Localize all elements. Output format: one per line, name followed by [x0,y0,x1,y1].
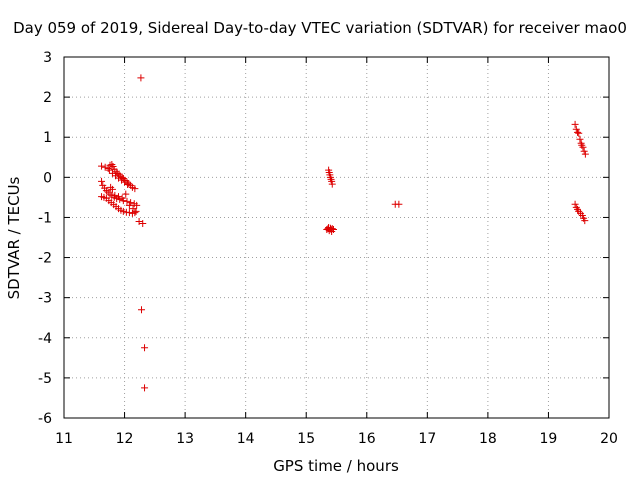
x-tick-label: 20 [600,431,618,447]
x-tick-label: 17 [418,431,436,447]
data-point [111,191,119,199]
data-point [581,217,589,225]
data-point [102,187,110,195]
y-tick-label: -3 [38,291,52,307]
data-point [105,166,113,174]
data-point [106,161,114,169]
data-point [328,225,336,233]
data-point [115,193,122,201]
y-axis-label: SDTVAR / TECUs [5,176,23,299]
y-tick-label: -2 [38,251,52,267]
y-tick-label: 0 [43,170,52,186]
data-point [119,207,127,215]
data-point [579,143,587,151]
y-tick-label: -6 [38,411,52,427]
data-point [123,197,131,205]
data-point [139,219,147,227]
data-point [98,162,106,170]
x-tick-label: 16 [358,431,376,447]
data-point [141,344,149,352]
data-point [122,190,130,198]
data-point [328,180,336,188]
y-tick-label: -4 [38,331,52,347]
x-tick-label: 14 [237,431,255,447]
y-tick-label: 3 [43,50,52,66]
data-point [574,128,582,136]
data-point [581,150,589,158]
data-point [138,306,146,314]
data-point [132,207,140,215]
y-tick-label: -1 [38,210,52,226]
x-tick-label: 19 [540,431,558,447]
data-point [137,74,145,82]
data-point [329,225,337,233]
x-tick-label: 12 [116,431,134,447]
data-point [133,201,141,209]
x-axis-label: GPS time / hours [273,457,399,475]
y-tick-label: 2 [43,90,52,106]
data-point [576,135,584,143]
x-tick-label: 15 [297,431,315,447]
x-tick-label: 11 [55,431,73,447]
grid-lines [64,57,609,418]
y-tick-label: 1 [43,130,52,146]
data-point [572,125,580,133]
data-point [124,181,132,189]
x-tick-label: 18 [479,431,497,447]
data-point [131,185,139,193]
data-point [135,217,143,225]
data-point [125,201,133,209]
data-point [325,223,333,231]
data-point [98,177,106,185]
data-point [571,120,579,128]
data-point [108,185,116,193]
chart-title: Day 059 of 2019, Sidereal Day-to-day VTE… [13,19,627,37]
data-point [141,384,149,392]
data-point [131,209,139,217]
data-point [104,165,112,173]
data-point [575,129,583,137]
data-point [395,200,403,208]
x-tick-label: 13 [176,431,194,447]
data-point [118,194,126,202]
data-point [101,163,109,171]
data-point [106,190,114,198]
data-points [98,74,589,392]
data-point [125,180,133,188]
y-tick-label: -5 [38,371,52,387]
plot-frame [63,56,610,419]
data-point [571,200,579,208]
